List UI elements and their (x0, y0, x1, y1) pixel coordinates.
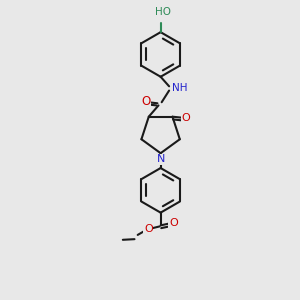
Text: O: O (144, 224, 153, 234)
Text: O: O (181, 113, 190, 123)
Text: N: N (156, 154, 165, 164)
Text: HO: HO (155, 7, 171, 17)
Text: O: O (169, 218, 178, 228)
Text: NH: NH (172, 83, 188, 93)
Text: O: O (141, 95, 150, 108)
